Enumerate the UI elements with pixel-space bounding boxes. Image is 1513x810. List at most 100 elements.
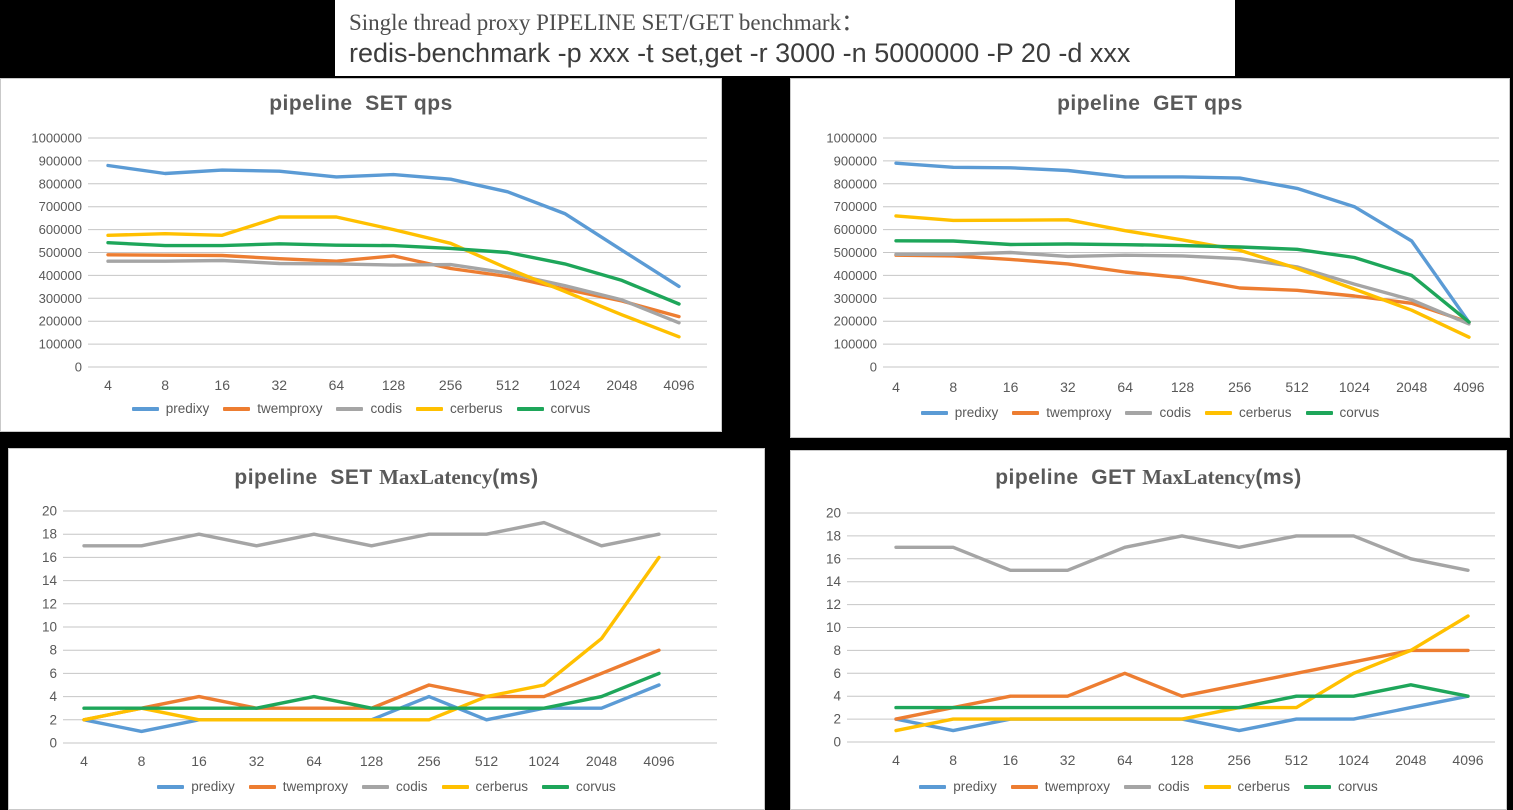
legend-label: codis: [1157, 779, 1190, 794]
legend-item-twemproxy: twemproxy: [1012, 405, 1111, 420]
legend-item-twemproxy: twemproxy: [1010, 779, 1110, 794]
x-axis-tick-labels: 4 8 16 32 64 128 256 512 1024 2048 4096: [104, 377, 695, 393]
legend-line-swatch-cerberus: [1205, 410, 1232, 415]
series-line-corvus: [894, 239, 1471, 324]
x-axis-tick-label: 16: [1003, 752, 1019, 768]
y-axis-tick-label: 0: [833, 735, 841, 750]
y-axis-tick-label: 14: [826, 574, 842, 589]
x-axis-tick-label: 64: [306, 753, 322, 769]
title-serif-text: MaxLatency: [379, 465, 493, 489]
title-suffix-text: (ms): [492, 466, 539, 489]
series-line-codis: [82, 520, 661, 548]
y-axis-tick-label: 8: [833, 643, 841, 658]
x-axis-tick-label: 128: [1170, 752, 1194, 768]
x-axis-tick-labels: 4 8 16 32 64 128 256 512 1024 2048 4096: [892, 379, 1485, 395]
gridlines: 0 100000 200000 300000 400000 500000 600000 700…: [826, 131, 1499, 375]
legend-line-swatch-cerberus: [1203, 784, 1231, 789]
x-axis-tick-label: 32: [1060, 752, 1076, 768]
header-title: Single thread proxy PIPELINE SET/GET ben…: [349, 10, 865, 35]
series-line-predixy: [106, 163, 681, 289]
x-axis-tick-label: 512: [496, 377, 520, 393]
legend-line-swatch-twemproxy: [223, 406, 251, 411]
legend-label: predixy: [191, 779, 235, 794]
x-axis-tick-labels: 4 8 16 32 64 128 256 512 1024 2048 4096: [892, 752, 1484, 768]
chart-title-get-maxlatency: pipeline GET MaxLatency(ms): [791, 465, 1506, 490]
x-axis-tick-label: 2048: [606, 377, 637, 393]
series-line-cerberus: [894, 214, 1471, 339]
y-axis-tick-label: 900000: [39, 153, 82, 168]
legend-label: corvus: [550, 401, 591, 416]
y-axis-tick-label: 300000: [834, 291, 877, 306]
legend-item-predixy: predixy: [157, 779, 235, 794]
x-axis-tick-label: 4: [80, 753, 88, 769]
legend-item-cerberus: cerberus: [416, 401, 503, 416]
legend-label: corvus: [1339, 405, 1380, 420]
x-axis-tick-label: 4096: [1453, 379, 1484, 395]
legend-label: predixy: [954, 405, 999, 420]
x-axis-tick-label: 64: [329, 377, 345, 393]
x-axis-tick-label: 32: [1060, 379, 1076, 395]
legend-line-swatch-corvus: [1304, 784, 1332, 789]
x-axis-tick-label: 256: [417, 753, 441, 769]
y-axis-tick-label: 300000: [39, 291, 82, 306]
series-line-twemproxy: [894, 648, 1470, 721]
y-axis-tick-label: 500000: [39, 245, 82, 260]
y-axis-tick-label: 14: [42, 573, 58, 588]
legend-line-swatch-twemproxy: [1010, 784, 1038, 789]
gridlines: 0 100000 200000 300000 400000 500000 600000 700…: [31, 131, 707, 375]
series-line-codis: [894, 534, 1470, 573]
y-axis-tick-label: 200000: [834, 314, 877, 329]
legend-label: codis: [395, 779, 428, 794]
y-axis-tick-label: 4: [49, 689, 57, 704]
series-line-twemproxy: [106, 253, 681, 319]
chart-legend: predixy twemproxy codis cerberus corvus: [9, 779, 764, 794]
legend-item-codis: codis: [1123, 779, 1190, 794]
x-axis-tick-label: 4096: [1452, 752, 1483, 768]
series-line-cerberus: [894, 614, 1470, 733]
x-axis-tick-label: 16: [214, 377, 230, 393]
y-axis-tick-label: 16: [42, 550, 57, 565]
x-axis-tick-label: 256: [1228, 379, 1252, 395]
legend-item-twemproxy: twemproxy: [248, 779, 348, 794]
legend-item-corvus: corvus: [1305, 405, 1380, 420]
x-axis-tick-label: 4096: [663, 377, 694, 393]
y-axis-tick-label: 8: [49, 643, 57, 658]
x-axis-tick-label: 1024: [528, 753, 559, 769]
legend-item-cerberus: cerberus: [1205, 405, 1292, 420]
legend-label: codis: [1159, 405, 1191, 420]
header: Single thread proxy PIPELINE SET/GET ben…: [335, 0, 1235, 76]
y-axis-tick-label: 600000: [39, 222, 82, 237]
legend-label: cerberus: [1239, 405, 1292, 420]
series-line-codis: [894, 250, 1471, 326]
chart-legend: predixy twemproxy codis cerberus corvus: [791, 405, 1509, 420]
y-axis-tick-label: 800000: [834, 176, 877, 191]
y-axis-tick-label: 700000: [39, 199, 82, 214]
series-line-cerberus: [82, 555, 661, 722]
x-axis-tick-label: 2048: [1395, 752, 1426, 768]
chart-title-set-maxlatency: pipeline SET MaxLatency(ms): [9, 465, 764, 490]
legend-label: twemproxy: [282, 779, 348, 794]
legend-item-cerberus: cerberus: [1203, 779, 1290, 794]
y-axis-tick-label: 400000: [834, 268, 877, 283]
x-axis-tick-label: 32: [272, 377, 288, 393]
legend-label: twemproxy: [257, 401, 323, 416]
x-axis-tick-label: 4: [892, 379, 900, 395]
legend-label: corvus: [576, 779, 616, 794]
chart-title-get-qps: pipeline GET qps: [791, 91, 1509, 116]
legend-item-codis: codis: [336, 401, 402, 416]
legend-line-swatch-predixy: [131, 406, 159, 411]
title-text: pipeline SET: [234, 466, 380, 489]
title-text: pipeline SET qps: [269, 92, 453, 115]
gridlines: 0 2 4 6 8 10 12 14 16 18 20: [42, 504, 717, 751]
header-command: redis-benchmark -p xxx -t set,get -r 300…: [349, 38, 1131, 68]
legend-label: corvus: [1338, 779, 1378, 794]
legend-line-swatch-corvus: [1305, 410, 1333, 415]
x-axis-tick-label: 256: [1228, 752, 1252, 768]
y-axis-tick-label: 500000: [834, 245, 877, 260]
x-axis-tick-label: 2048: [1396, 379, 1427, 395]
x-axis-tick-label: 4: [104, 377, 112, 393]
legend-line-swatch-codis: [336, 406, 364, 411]
legend-line-swatch-codis: [1123, 784, 1151, 789]
title-text: pipeline GET qps: [1057, 92, 1243, 115]
x-axis-tick-label: 8: [161, 377, 169, 393]
